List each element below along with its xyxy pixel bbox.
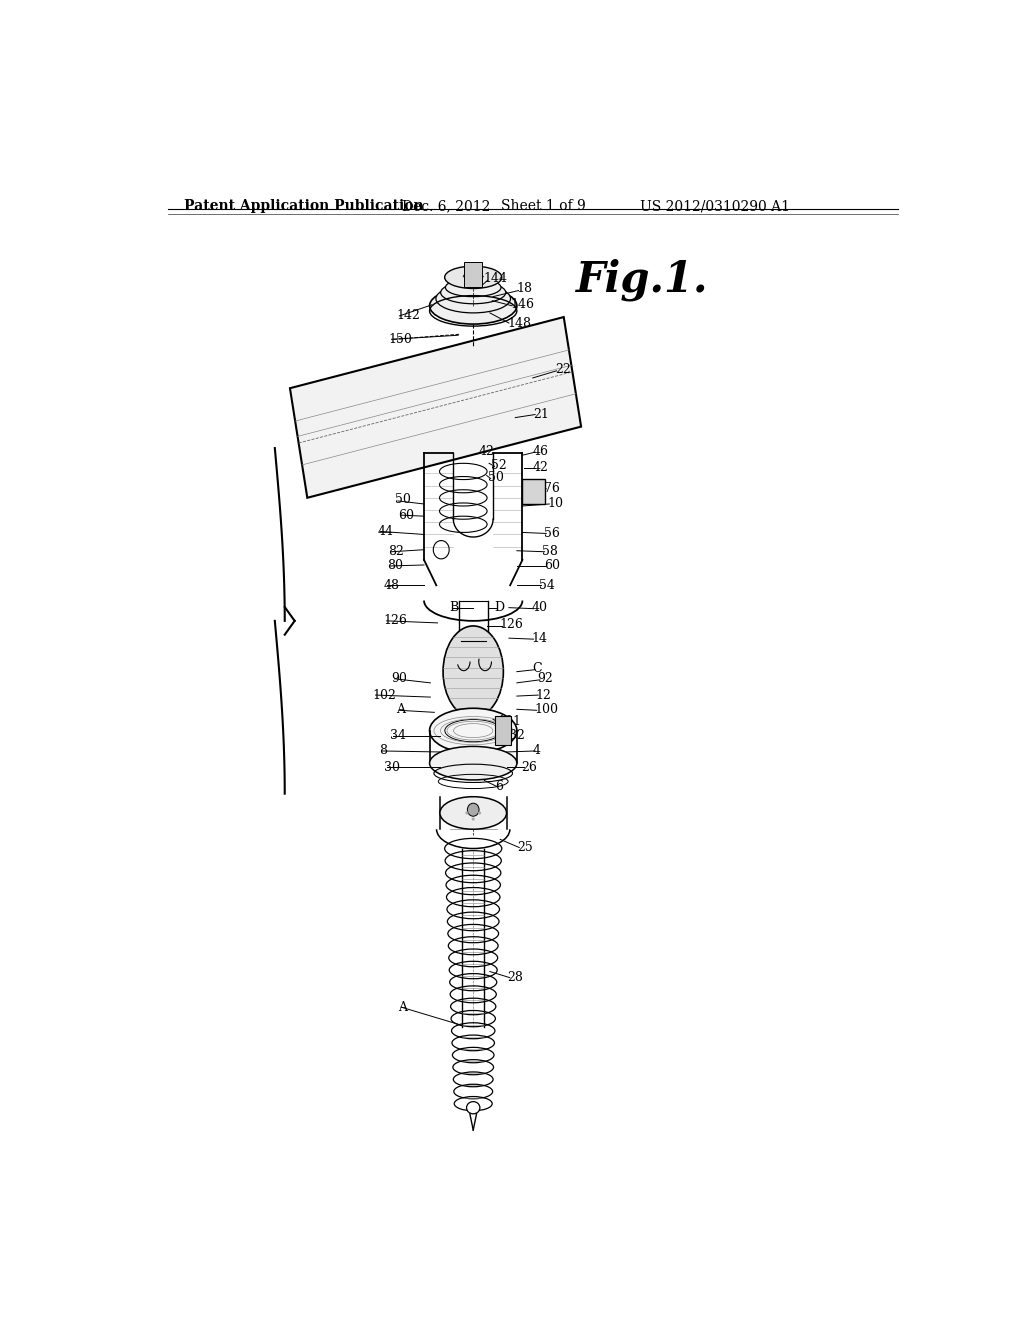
Ellipse shape [430, 709, 517, 752]
Text: 44: 44 [377, 525, 393, 539]
Text: A: A [397, 1001, 407, 1014]
Text: 148: 148 [507, 317, 531, 330]
Text: 50: 50 [487, 471, 504, 484]
Text: 26: 26 [521, 760, 538, 774]
Bar [522, 479, 545, 504]
Text: 126: 126 [500, 619, 523, 631]
Ellipse shape [465, 812, 468, 814]
Text: 80: 80 [387, 560, 402, 573]
Text: 30: 30 [384, 760, 399, 774]
Text: D: D [494, 601, 504, 614]
Text: C: C [532, 663, 543, 675]
Polygon shape [290, 317, 581, 498]
Text: 46: 46 [532, 445, 549, 458]
Ellipse shape [436, 284, 511, 313]
Text: B: B [450, 601, 459, 614]
Text: 150: 150 [388, 333, 413, 346]
Text: 92: 92 [538, 672, 553, 685]
Ellipse shape [467, 1102, 480, 1114]
Text: 14: 14 [531, 632, 547, 644]
Ellipse shape [472, 817, 475, 821]
Text: 144: 144 [483, 272, 508, 285]
Text: 42: 42 [532, 461, 549, 474]
Text: 6: 6 [495, 780, 503, 793]
Ellipse shape [440, 797, 507, 829]
Text: 42: 42 [479, 445, 495, 458]
Text: 48: 48 [384, 578, 399, 591]
Text: 100: 100 [535, 702, 558, 715]
Text: 4: 4 [532, 744, 541, 758]
Ellipse shape [440, 281, 506, 304]
Text: 34: 34 [390, 729, 406, 742]
Text: 76: 76 [544, 482, 560, 495]
Text: 90: 90 [391, 672, 408, 685]
Text: 22: 22 [555, 363, 570, 376]
Text: Fig.1.: Fig.1. [577, 257, 709, 301]
Text: 82: 82 [388, 545, 404, 558]
Text: 21: 21 [532, 408, 549, 421]
Text: 60: 60 [397, 508, 414, 521]
Bar [465, 263, 482, 288]
Text: 8: 8 [379, 744, 387, 758]
Text: Dec. 6, 2012: Dec. 6, 2012 [401, 199, 490, 213]
Text: 101: 101 [498, 715, 522, 729]
Text: 32: 32 [509, 729, 525, 742]
Text: 146: 146 [511, 298, 535, 312]
Text: US 2012/0310290 A1: US 2012/0310290 A1 [640, 199, 790, 213]
Text: 58: 58 [543, 545, 558, 558]
Text: 52: 52 [492, 459, 507, 471]
Text: 50: 50 [394, 494, 411, 507]
Text: 18: 18 [517, 282, 532, 294]
Ellipse shape [430, 746, 517, 780]
Ellipse shape [444, 267, 502, 289]
Text: 12: 12 [536, 689, 552, 701]
Ellipse shape [443, 626, 504, 718]
Ellipse shape [472, 805, 475, 808]
Ellipse shape [467, 803, 479, 816]
Text: 10: 10 [547, 498, 563, 511]
Ellipse shape [430, 288, 517, 325]
Text: 40: 40 [531, 601, 547, 614]
Text: 142: 142 [396, 309, 420, 322]
Text: 60: 60 [544, 560, 560, 573]
Text: Patent Application Publication: Patent Application Publication [183, 199, 423, 213]
Bar [495, 717, 511, 744]
Text: Sheet 1 of 9: Sheet 1 of 9 [501, 199, 586, 213]
Text: A: A [396, 702, 406, 715]
Ellipse shape [478, 812, 481, 814]
Text: 54: 54 [539, 578, 555, 591]
Text: 28: 28 [507, 972, 523, 985]
Text: 56: 56 [544, 527, 560, 540]
Ellipse shape [445, 279, 501, 297]
Text: 102: 102 [373, 689, 396, 701]
Text: 126: 126 [384, 614, 408, 627]
Text: 25: 25 [517, 841, 532, 854]
